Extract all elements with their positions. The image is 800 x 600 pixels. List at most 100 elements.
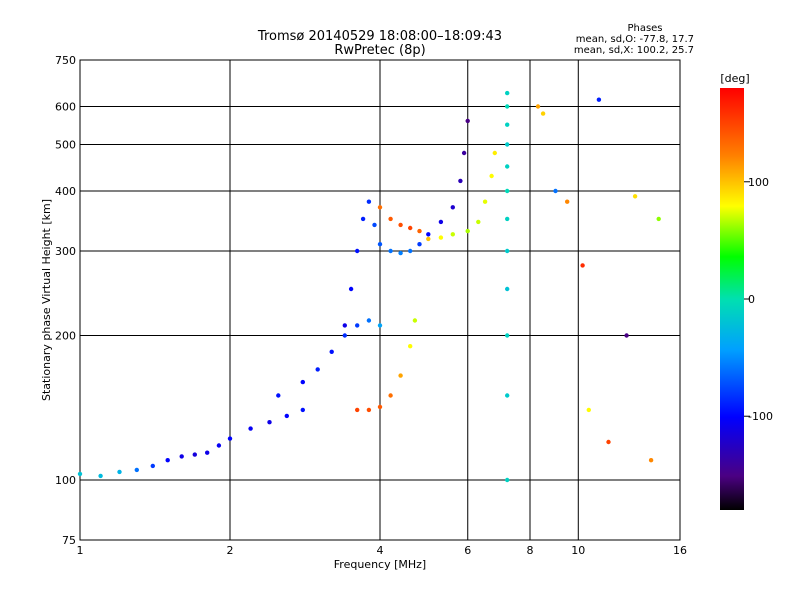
x-tick-label: 8 (527, 544, 534, 557)
x-tick-label: 16 (673, 544, 687, 557)
data-point (417, 242, 422, 247)
data-point (580, 263, 585, 268)
data-point (535, 104, 541, 109)
data-point (192, 452, 197, 457)
data-point (205, 450, 210, 455)
data-point (165, 458, 170, 463)
data-point (315, 367, 320, 372)
data-points (77, 90, 661, 483)
data-point (417, 228, 422, 234)
data-point (227, 436, 233, 441)
y-tick-label: 100 (55, 474, 76, 487)
data-point (388, 248, 393, 254)
grid-lines (80, 60, 680, 540)
data-point (465, 228, 470, 234)
data-point (98, 473, 103, 479)
x-tick-label: 4 (377, 544, 384, 557)
data-point (553, 188, 558, 194)
data-point (300, 407, 305, 413)
data-point (505, 104, 510, 109)
data-point (300, 379, 305, 385)
data-point (606, 439, 611, 445)
x-tick-label: 2 (227, 544, 234, 557)
data-point (624, 333, 629, 338)
data-point (596, 97, 602, 102)
data-point (540, 111, 546, 116)
data-point (388, 393, 393, 398)
data-point (377, 323, 383, 328)
colorbar-label: [deg] (720, 72, 749, 85)
colorbar-tick-label: -100 (748, 410, 773, 423)
data-point (134, 467, 139, 473)
y-tick-label: 200 (55, 330, 76, 343)
colorbar-tick-label: 100 (748, 176, 769, 189)
data-point (276, 393, 281, 398)
data-point (489, 173, 494, 179)
chart-title: Tromsø 20140529 18:08:00–18:09:43 (257, 29, 502, 44)
data-point (586, 407, 591, 413)
data-point (450, 205, 455, 210)
legend-line-x: mean, sd,X: 100.2, 25.7 (574, 45, 694, 56)
data-point (366, 199, 372, 204)
data-point (505, 248, 510, 254)
y-axis-ticks: 75 100 200 300 400 500 600 750 (55, 54, 76, 547)
data-point (377, 242, 383, 247)
legend-line-o: mean, sd,O: -77.8, 17.7 (576, 34, 694, 45)
data-point (342, 323, 347, 328)
data-point (505, 122, 510, 127)
data-point (450, 232, 455, 237)
data-point (505, 90, 510, 96)
data-point (408, 344, 413, 349)
data-point (505, 216, 510, 222)
data-point (284, 413, 289, 419)
data-point (355, 323, 360, 328)
data-point (398, 250, 403, 256)
data-point (366, 407, 372, 413)
data-point (505, 333, 510, 338)
colorbar-ticks: 100 0 -100 (744, 176, 773, 423)
data-point (372, 222, 377, 228)
legend-title: Phases (627, 23, 662, 34)
data-point (458, 178, 463, 184)
data-point (377, 404, 383, 410)
data-point (150, 463, 155, 469)
data-point (438, 235, 444, 240)
colorbar (720, 88, 744, 510)
data-point (408, 248, 413, 254)
data-point (505, 142, 510, 147)
data-point (648, 458, 654, 463)
data-point (505, 164, 510, 169)
data-point (329, 349, 334, 354)
data-point (267, 420, 272, 425)
data-point (426, 236, 431, 242)
x-tick-label: 10 (571, 544, 585, 557)
data-point (461, 150, 467, 156)
colorbar-tick-label: 0 (748, 293, 755, 306)
data-point (179, 454, 184, 459)
x-axis-ticks: 1 2 4 6 8 10 16 (77, 544, 688, 557)
data-point (505, 477, 510, 483)
data-point (476, 219, 481, 225)
x-tick-label: 1 (77, 544, 84, 557)
y-tick-label: 500 (55, 139, 76, 152)
y-tick-label: 300 (55, 245, 76, 258)
data-point (377, 205, 383, 210)
data-point (412, 318, 418, 323)
data-point (366, 318, 372, 323)
x-tick-label: 6 (464, 544, 471, 557)
data-point (505, 286, 510, 292)
data-point (482, 199, 488, 204)
data-point (398, 373, 403, 378)
y-tick-label: 750 (55, 54, 76, 67)
chart-subtitle: RwPretec (8p) (334, 43, 425, 58)
y-tick-label: 75 (62, 534, 76, 547)
data-point (565, 199, 570, 204)
data-point (248, 426, 253, 431)
data-point (426, 232, 431, 237)
data-point (77, 471, 83, 477)
data-point (348, 286, 354, 292)
data-point (505, 188, 510, 194)
data-point (342, 333, 347, 338)
data-point (408, 225, 413, 231)
